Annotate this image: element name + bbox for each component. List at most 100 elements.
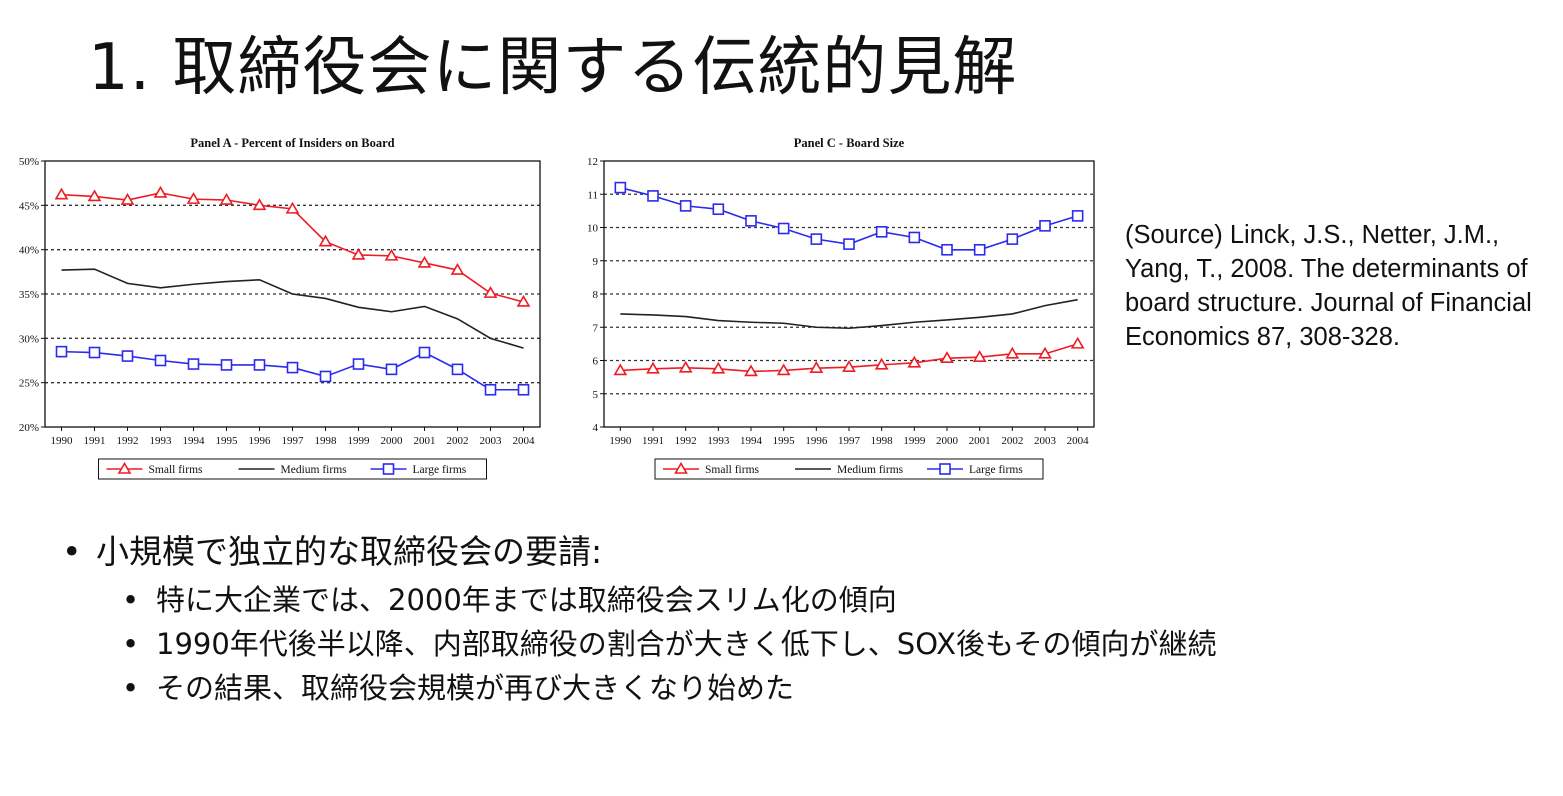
- bullet-sub-3: その結果、取締役会規模が再び大きくなり始めた: [122, 670, 1336, 706]
- x-tick-label: 1990: [51, 435, 74, 447]
- data-point-large-firms: [486, 385, 496, 395]
- legend-label: Large firms: [413, 464, 467, 476]
- data-point-large-firms: [648, 191, 658, 201]
- y-tick-label: 35%: [19, 289, 39, 301]
- chart-title: Panel C - Board Size: [794, 136, 905, 150]
- chart-title: Panel A - Percent of Insiders on Board: [190, 136, 394, 150]
- data-point-large-firms: [354, 359, 364, 369]
- chart-panel-c: Panel C - Board Size 4 5 6 7 8 9 10 11 12 1990 1991…: [568, 128, 1108, 488]
- series-line-medium-firms: [62, 269, 524, 348]
- bullet-list: 小規模で独立的な取締役会の要請: 特に大企業では、2000年までは取締役会スリム…: [62, 530, 1336, 706]
- data-point-large-firms: [288, 363, 298, 373]
- bullet-main: 小規模で独立的な取締役会の要請:: [62, 530, 1336, 574]
- data-point-small-firms: [155, 187, 166, 197]
- legend-label: Large firms: [969, 464, 1023, 476]
- x-tick-label: 1991: [84, 435, 106, 447]
- legend-label: Medium firms: [837, 464, 904, 476]
- y-tick-label: 40%: [19, 245, 39, 257]
- x-tick-label: 1996: [805, 435, 828, 447]
- legend-marker-large-firms: [940, 464, 950, 474]
- y-tick-label: 11: [587, 189, 598, 201]
- data-point-large-firms: [321, 371, 331, 381]
- data-point-large-firms: [811, 234, 821, 244]
- x-tick-label: 1993: [707, 435, 730, 447]
- legend-marker-large-firms: [384, 464, 394, 474]
- y-tick-label: 20%: [19, 422, 39, 434]
- data-point-small-firms: [1072, 338, 1083, 348]
- y-tick-label: 30%: [19, 333, 39, 345]
- series-line-medium-firms: [620, 300, 1077, 329]
- y-tick-label: 45%: [19, 200, 39, 212]
- y-tick-label: 8: [593, 289, 599, 301]
- y-tick-label: 5: [593, 389, 599, 401]
- data-point-large-firms: [90, 348, 100, 358]
- data-point-large-firms: [189, 359, 199, 369]
- x-tick-label: 2000: [936, 435, 959, 447]
- data-point-large-firms: [57, 347, 67, 357]
- data-point-large-firms: [387, 364, 397, 374]
- data-point-large-firms: [222, 360, 232, 370]
- legend-label: Medium firms: [281, 464, 348, 476]
- bullet-sub-1: 特に大企業では、2000年までは取締役会スリム化の傾向: [122, 582, 1336, 618]
- x-tick-label: 1994: [183, 435, 206, 447]
- data-point-large-firms: [123, 351, 133, 361]
- x-tick-label: 1997: [838, 435, 861, 447]
- x-tick-label: 2002: [447, 435, 469, 447]
- x-tick-label: 1996: [249, 435, 272, 447]
- y-tick-label: 50%: [19, 156, 39, 168]
- x-tick-label: 1995: [216, 435, 239, 447]
- x-tick-label: 1993: [150, 435, 173, 447]
- data-point-small-firms: [680, 362, 691, 372]
- data-point-large-firms: [909, 232, 919, 242]
- x-tick-label: 1991: [642, 435, 664, 447]
- chart-panel-a: Panel A - Percent of Insiders on Board 20…: [0, 128, 550, 488]
- chart-svg: Panel A - Percent of Insiders on Board 20…: [0, 128, 550, 488]
- data-point-large-firms: [1007, 234, 1017, 244]
- data-point-large-firms: [713, 204, 723, 214]
- data-point-small-firms: [485, 288, 496, 298]
- data-point-large-firms: [975, 245, 985, 255]
- bullet-sub-2: 1990年代後半以降、内部取締役の割合が大きく低下し、SOX後もその傾向が継続: [122, 626, 1336, 662]
- data-point-large-firms: [519, 385, 529, 395]
- data-point-large-firms: [746, 216, 756, 226]
- data-point-large-firms: [942, 245, 952, 255]
- y-tick-label: 25%: [19, 378, 39, 390]
- data-point-large-firms: [156, 356, 166, 366]
- data-point-large-firms: [1073, 211, 1083, 221]
- x-tick-label: 2001: [414, 435, 436, 447]
- x-tick-label: 2004: [513, 435, 536, 447]
- data-point-large-firms: [877, 227, 887, 237]
- x-tick-label: 2001: [969, 435, 991, 447]
- x-tick-label: 1999: [903, 435, 926, 447]
- chart-svg: Panel C - Board Size 4 5 6 7 8 9 10 11 12 1990 1991…: [568, 128, 1108, 488]
- x-tick-label: 1992: [675, 435, 697, 447]
- x-tick-label: 1998: [315, 435, 338, 447]
- y-tick-label: 9: [593, 256, 599, 268]
- y-tick-label: 12: [587, 156, 598, 168]
- source-citation: (Source) Linck, J.S., Netter, J.M., Yang…: [1125, 218, 1555, 354]
- slide-title: 1. 取締役会に関する伝統的見解: [88, 16, 1017, 108]
- y-tick-label: 4: [593, 422, 599, 434]
- x-tick-label: 2003: [1034, 435, 1057, 447]
- data-point-large-firms: [779, 223, 789, 233]
- legend-label: Small firms: [705, 464, 760, 476]
- x-tick-label: 1999: [348, 435, 371, 447]
- data-point-large-firms: [615, 183, 625, 193]
- data-point-large-firms: [681, 201, 691, 211]
- x-tick-label: 1997: [282, 435, 305, 447]
- legend-label: Small firms: [149, 464, 204, 476]
- x-tick-label: 2000: [381, 435, 404, 447]
- y-tick-label: 10: [587, 223, 599, 235]
- x-tick-label: 1990: [609, 435, 632, 447]
- x-tick-label: 2004: [1067, 435, 1090, 447]
- x-tick-label: 1995: [773, 435, 796, 447]
- x-tick-label: 2002: [1001, 435, 1023, 447]
- data-point-large-firms: [844, 239, 854, 249]
- data-point-large-firms: [420, 348, 430, 358]
- data-point-large-firms: [255, 360, 265, 370]
- x-tick-label: 1992: [117, 435, 139, 447]
- x-tick-label: 1994: [740, 435, 763, 447]
- data-point-large-firms: [453, 364, 463, 374]
- x-tick-label: 1998: [871, 435, 894, 447]
- y-tick-label: 6: [593, 356, 599, 368]
